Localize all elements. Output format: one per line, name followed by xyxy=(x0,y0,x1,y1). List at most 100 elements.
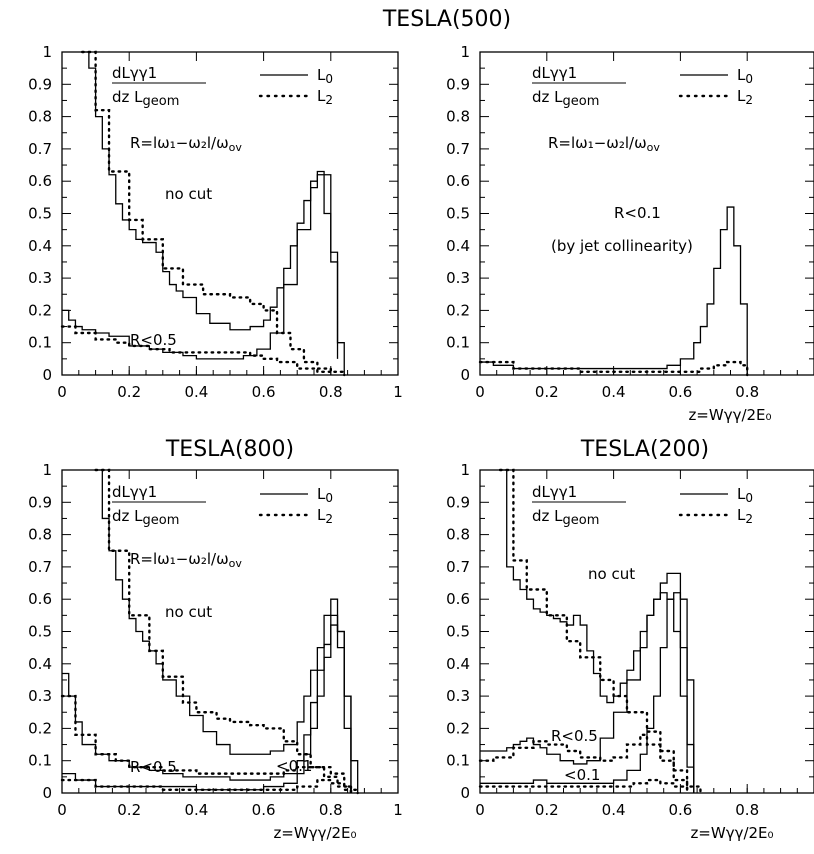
panel-title: TESLA(800) xyxy=(165,437,294,462)
series-l0-r-0-1 xyxy=(480,206,748,375)
x-tick-label: 1 xyxy=(393,383,403,401)
legend-expression-denominator: dz Lgeom xyxy=(532,88,599,109)
y-tick-label: 0.3 xyxy=(28,269,52,287)
series-l2-no-cut xyxy=(80,50,346,377)
y-tick-label: 0 xyxy=(460,784,470,802)
y-tick-label: 1 xyxy=(460,43,470,61)
panel-tesla-200: 0 0.1 0.2 0.3 0.4 0.5 0.6 0.7 0.8 0.9 1 0 0.2 0.4 0.6 0… xyxy=(446,437,814,842)
annotation-2: R<0.5 xyxy=(551,727,598,745)
y-tick-label: 0.6 xyxy=(28,172,52,190)
series-l0-no-cut xyxy=(95,469,359,793)
x-tick-label: 0.2 xyxy=(117,383,141,401)
y-tick-label: 0.5 xyxy=(446,623,470,641)
annotation-1: no cut xyxy=(588,565,635,583)
legend-geom-subscript: geom xyxy=(143,513,180,528)
y-tick-label: 0.5 xyxy=(28,623,52,641)
series-l0-no-cut xyxy=(500,469,695,793)
y-tick-label: 0.2 xyxy=(28,719,52,737)
legend-geom-subscript: geom xyxy=(563,94,600,109)
y-tick-label: 0.1 xyxy=(446,752,470,770)
y-tick-label: 0.1 xyxy=(28,334,52,352)
y-tick-label: 0.5 xyxy=(446,205,470,223)
legend-label-l0: L0 xyxy=(737,485,753,505)
legend-label-l2: L2 xyxy=(317,87,333,107)
legend-expression-denominator: dz Lgeom xyxy=(532,507,599,528)
legend-expression-denominator: dz Lgeom xyxy=(112,88,179,109)
y-tick-label: 1 xyxy=(460,461,470,479)
annotation-1: no cut xyxy=(165,185,212,203)
y-tick-label: 0.1 xyxy=(446,334,470,352)
x-tick-label: 0.2 xyxy=(535,801,559,819)
y-tick-label: 1 xyxy=(42,43,52,61)
x-tick-label: 0.8 xyxy=(319,383,343,401)
annotation-3: <0.1 xyxy=(564,766,600,784)
panel-tesla-500: 0 0.1 0.2 0.3 0.4 0.5 0.6 0.7 0.8 0.9 1 0 0.2 0.4 0.6 0… xyxy=(28,7,511,401)
y-tick-label: 0.1 xyxy=(28,752,52,770)
r-definition: R=lω₁−ω₂l/ωov xyxy=(548,134,660,154)
legend-expression-numerator: dLγγ1 xyxy=(112,483,157,501)
legend-expression-numerator: dLγγ1 xyxy=(532,64,577,82)
y-tick-label: 0.7 xyxy=(446,558,470,576)
r-definition: R=lω₁−ω₂l/ωov xyxy=(130,550,242,570)
x-tick-label: 0.4 xyxy=(184,383,208,401)
x-tick-label: 0.6 xyxy=(668,383,692,401)
y-tick-label: 0.3 xyxy=(446,269,470,287)
legend-expression-numerator: dLγγ1 xyxy=(532,483,577,501)
series-l0-r-0-5 xyxy=(62,174,339,360)
x-tick-label: 0.6 xyxy=(252,383,276,401)
series-l2-r-0-5 xyxy=(60,694,353,795)
y-tick-label: 0 xyxy=(42,784,52,802)
panel-title: TESLA(500) xyxy=(382,7,511,32)
y-tick-label: 0.5 xyxy=(28,205,52,223)
annotation-1: R<0.1 xyxy=(614,204,661,222)
legend-expression-numerator: dLγγ1 xyxy=(112,64,157,82)
legend-label-l2: L2 xyxy=(737,506,753,526)
panel-tesla-500-r-cut: 0 0.1 0.2 0.3 0.4 0.5 0.6 0.7 0.8 0.9 1 0 0.2 0.4 0.6 0… xyxy=(446,43,814,424)
y-tick-label: 0.4 xyxy=(28,655,52,673)
series-l2-no-cut xyxy=(94,468,359,795)
x-tick-label: 0.2 xyxy=(117,801,141,819)
y-tick-label: 0.4 xyxy=(28,237,52,255)
x-tick-label: 0.2 xyxy=(535,383,559,401)
legend-label-l0: L0 xyxy=(737,66,753,86)
y-tick-label: 0.8 xyxy=(28,526,52,544)
r-definition: R=lω₁−ω₂l/ωov xyxy=(130,134,242,154)
annotation-2: R<0.5 xyxy=(130,758,177,776)
y-tick-label: 0.7 xyxy=(28,140,52,158)
x-axis-label: z=Wγγ/2E₀ xyxy=(273,824,356,842)
series-l2-r-0-1 xyxy=(60,778,353,795)
y-tick-label: 0.4 xyxy=(446,655,470,673)
x-tick-label: 0 xyxy=(57,801,67,819)
panel-tesla-800: 0 0.1 0.2 0.3 0.4 0.5 0.6 0.7 0.8 0.9 1 0 0.2 0.4 0.6 0… xyxy=(28,437,403,842)
y-tick-label: 0.8 xyxy=(28,108,52,126)
y-tick-label: 0.9 xyxy=(28,75,52,93)
x-axis-label: z=Wγγ/2E₀ xyxy=(690,824,773,842)
legend-geom-subscript: geom xyxy=(143,94,180,109)
series-l2-r-0-5 xyxy=(60,325,332,377)
legend-label-l0: L0 xyxy=(317,485,333,505)
y-tick-label: 0.8 xyxy=(446,526,470,544)
y-tick-label: 0 xyxy=(460,366,470,384)
y-tick-label: 1 xyxy=(42,461,52,479)
y-tick-label: 0.6 xyxy=(28,590,52,608)
legend-label-l0: L0 xyxy=(317,66,333,86)
y-tick-label: 0.6 xyxy=(446,590,470,608)
y-tick-label: 0.2 xyxy=(28,301,52,319)
y-tick-label: 0.7 xyxy=(28,558,52,576)
y-tick-label: 0.9 xyxy=(28,493,52,511)
y-tick-label: 0.2 xyxy=(446,719,470,737)
annotation-3: <0.1 xyxy=(276,757,312,775)
x-tick-label: 0.4 xyxy=(602,801,626,819)
legend-expression-denominator: dz Lgeom xyxy=(112,507,179,528)
y-tick-label: 0.9 xyxy=(446,493,470,511)
series-l2-r-0-1 xyxy=(478,778,689,795)
x-axis-label: z=Wγγ/2E₀ xyxy=(688,406,771,424)
x-tick-label: 0.6 xyxy=(252,801,276,819)
y-tick-label: 0.3 xyxy=(446,687,470,705)
x-tick-label: 1 xyxy=(393,801,403,819)
y-tick-label: 0.4 xyxy=(446,237,470,255)
series-l0-r-0-1 xyxy=(480,592,695,793)
x-tick-label: 0.8 xyxy=(735,383,759,401)
annotation-2: (by jet collinearity) xyxy=(551,237,693,255)
x-tick-label: 0.6 xyxy=(668,801,692,819)
